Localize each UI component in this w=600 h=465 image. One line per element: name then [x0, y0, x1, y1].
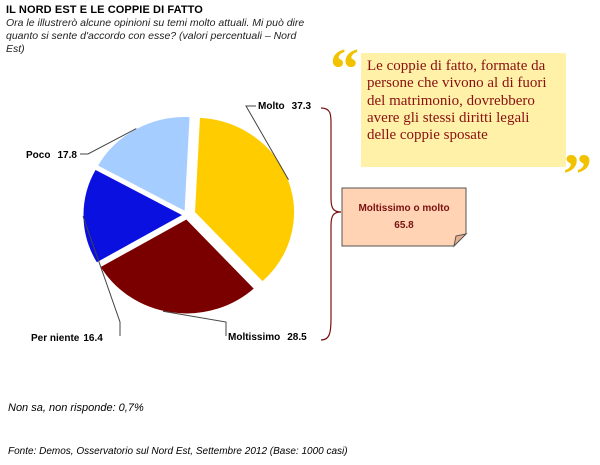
slice-label-per-niente-name: Per niente — [31, 333, 80, 344]
quote-box: Le coppie di fatto, formate da persone c… — [361, 53, 566, 167]
no-answer-note: Non sa, non risponde: 0,7% — [8, 402, 144, 414]
label-leaders — [80, 105, 289, 336]
summary-brace — [320, 107, 342, 341]
summary-note-value: 65.8 — [394, 220, 414, 231]
summary-note-fold — [453, 233, 468, 248]
pie-slice-poco — [96, 116, 191, 213]
chart-subtitle: Ora le illustrerò alcune opinioni su tem… — [6, 17, 305, 55]
slice-label-molto-value: 37.3 — [292, 101, 312, 112]
summary-note-label: Moltissimo o molto — [358, 203, 449, 214]
leader-line-moltissimo — [162, 310, 227, 336]
chart-title: IL NORD EST E LE COPPIE DI FATTO — [6, 4, 203, 16]
open-quote-icon: “ — [330, 36, 359, 101]
summary-note: Moltissimo o molto 65.8 — [341, 187, 468, 248]
slice-labels: Molto 37.3 Moltissimo 28.5 Per niente 16.4 … — [26, 101, 312, 344]
source-note: Fonte: Demos, Osservatorio sul Nord Est,… — [8, 446, 348, 457]
slice-label-poco-value: 17.8 — [57, 150, 77, 161]
slice-label-poco-name: Poco — [26, 150, 50, 161]
leader-line-per-niente — [82, 216, 121, 336]
slice-label-per-niente: Per niente 16.4 — [31, 333, 103, 344]
summary-note-box — [341, 187, 467, 247]
leader-line-poco — [80, 128, 137, 155]
pie-slices — [82, 116, 296, 315]
slice-label-poco: Poco 17.8 — [26, 150, 77, 161]
slice-label-per-niente-value: 16.4 — [83, 333, 103, 344]
slice-label-moltissimo-name: Moltissimo — [228, 332, 280, 343]
slice-label-moltissimo: Moltissimo 28.5 — [228, 332, 307, 343]
leader-line-molto — [245, 105, 289, 181]
close-quote-icon: ” — [563, 142, 592, 207]
slice-label-moltissimo-value: 28.5 — [287, 332, 307, 343]
slice-label-molto-name: Molto — [258, 101, 285, 112]
quote-text: Le coppie di fatto, formate da persone c… — [367, 58, 547, 144]
slice-label-molto: Molto 37.3 — [258, 101, 312, 112]
